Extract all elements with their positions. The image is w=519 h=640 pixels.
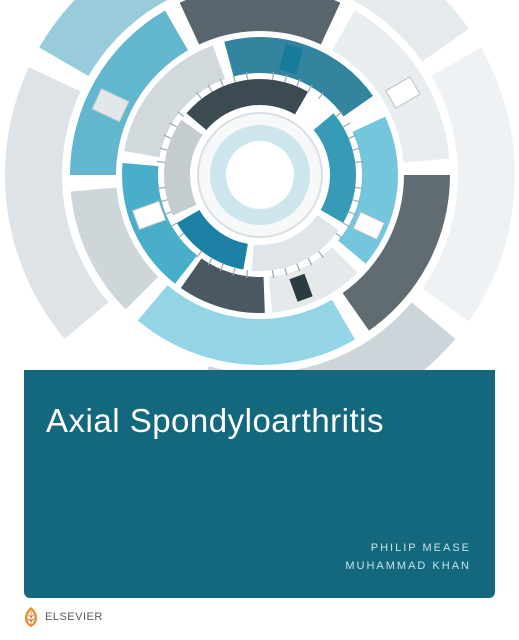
publisher-name: ELSEVIER bbox=[45, 611, 103, 623]
author-name: MUHAMMAD KHAN bbox=[24, 557, 471, 576]
book-cover: Axial Spondyloarthritis PHILIP MEASE MUH… bbox=[0, 0, 519, 640]
authors-block: PHILIP MEASE MUHAMMAD KHAN bbox=[24, 539, 471, 576]
book-title: Axial Spondyloarthritis bbox=[46, 402, 384, 440]
cover-graphic bbox=[0, 0, 519, 370]
author-name: PHILIP MEASE bbox=[24, 539, 471, 558]
title-panel: Axial Spondyloarthritis PHILIP MEASE MUH… bbox=[24, 370, 495, 598]
publisher-block: ELSEVIER bbox=[22, 606, 103, 628]
publisher-tree-icon bbox=[22, 606, 40, 628]
